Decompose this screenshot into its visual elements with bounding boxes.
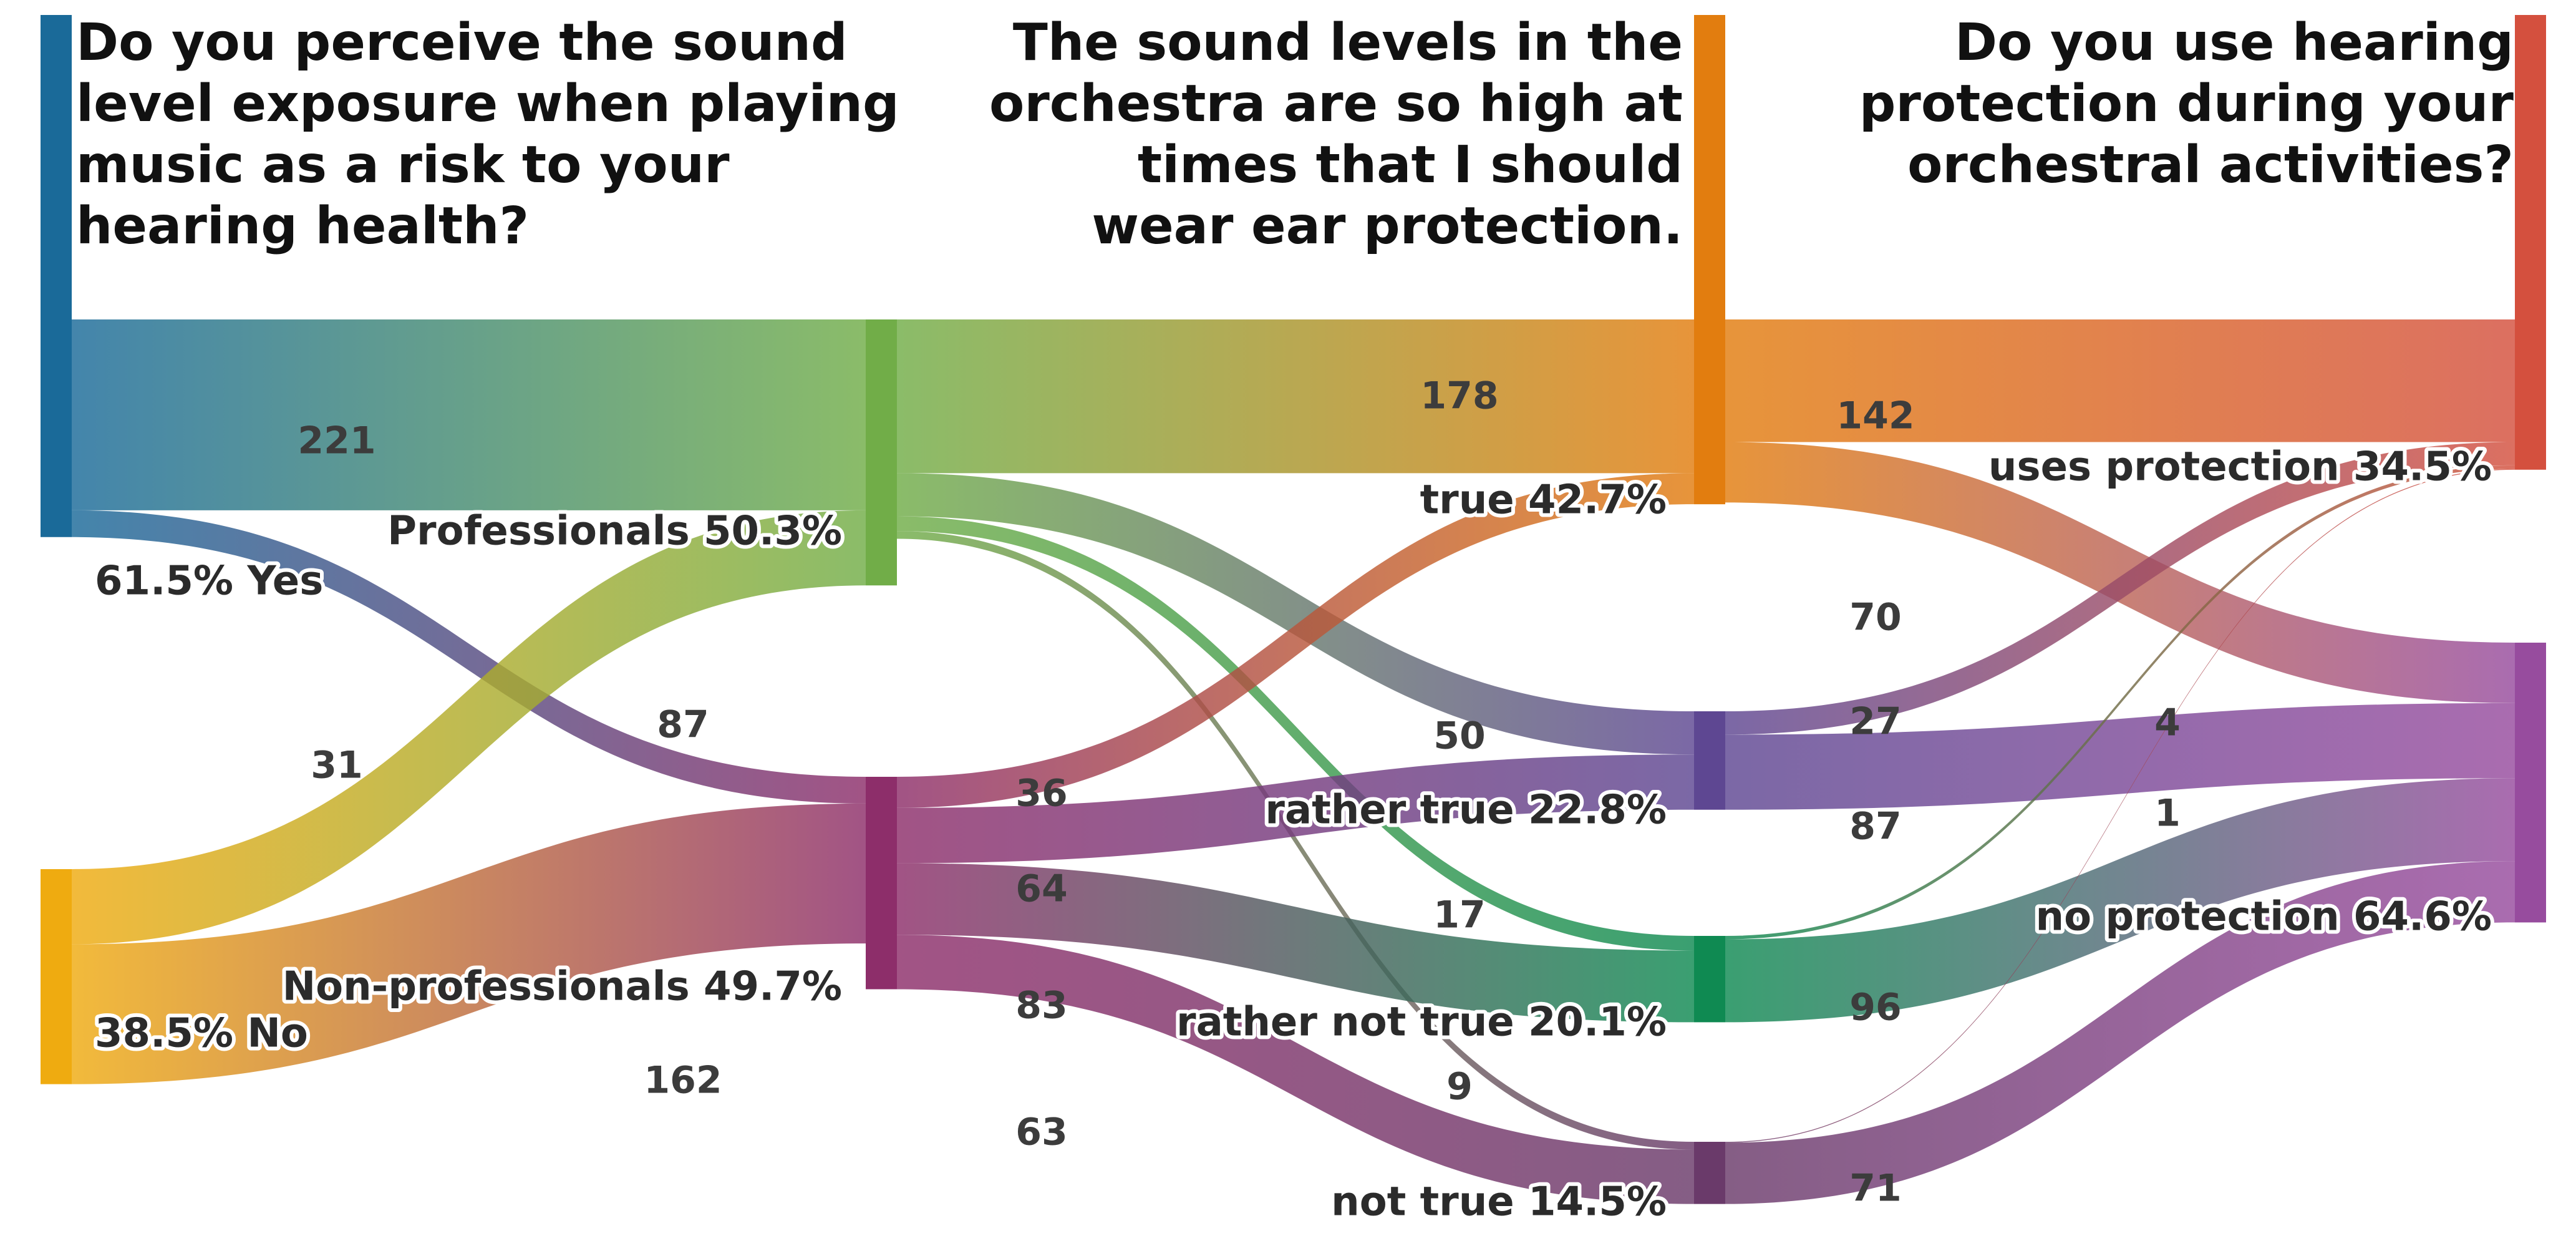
title-accent-bar-col3 (1694, 15, 1725, 319)
title-line: orchestra are so high at (989, 74, 1683, 134)
node-label-yes: 61.5% Yes (95, 558, 323, 605)
title-line: wear ear protection. (1092, 197, 1683, 256)
sankey-flow-labels: 221 31 87 162 178 50 17 9 36 64 83 63 142 70 27 87 4 96 1 7… (298, 374, 2181, 1210)
flow-value-label: 70 (1849, 596, 1902, 640)
flow-link-nonpro-to-rnot (897, 863, 1694, 1023)
flow-value-label: 71 (1849, 1167, 1902, 1210)
flow-link-yes-to-pro (72, 319, 866, 510)
flow-link-nonpro-to-rtrue (897, 754, 1694, 864)
node-bar-true (1694, 319, 1725, 505)
node-bar-rnot (1694, 936, 1725, 1023)
flow-link-rnot-to-noprot (1725, 778, 2515, 1023)
flow-link-rtrue-to-noprot (1725, 703, 2515, 810)
flow-value-label: 83 (1015, 984, 1068, 1028)
flow-value-label: 221 (298, 419, 375, 463)
node-label-noprot: no protection 64.6% (2036, 894, 2492, 940)
flow-link-yes-to-nonpro (72, 510, 866, 804)
sankey-node-labels: 61.5% Yes 38.5% No Professionals 50.3% Non-… (91, 440, 2496, 1229)
question-title-sound-levels: The sound levels in the orchestra are so… (989, 12, 1683, 257)
node-bar-nonpro (866, 777, 897, 990)
flow-value-label: 1 (2154, 792, 2181, 835)
question-title-risk-perception: Do you perceive the sound level exposure… (76, 12, 899, 257)
title-line: Do you use hearing (1955, 13, 2514, 72)
flow-link-pro-to-not (897, 531, 1694, 1150)
node-label-pro: Professionals 50.3% (387, 509, 842, 555)
title-line: times that I should (1137, 135, 1683, 195)
title-line: level exposure when playing (76, 74, 899, 134)
flow-link-pro-to-rnot (897, 516, 1694, 951)
sankey-nodes (41, 15, 2546, 1204)
node-label-uses: uses protection 34.5% (1988, 444, 2492, 490)
node-label-not: not true 14.5% (1331, 1179, 1667, 1225)
title-line: music as a risk to your (76, 135, 730, 195)
flow-value-label: 87 (1849, 805, 1902, 849)
node-bar-uses (2515, 319, 2546, 470)
title-accent-bar-col1 (41, 15, 72, 319)
flow-value-label: 31 (311, 744, 363, 787)
title-line: hearing health? (76, 197, 530, 256)
flow-value-label: 17 (1433, 893, 1486, 937)
title-line: The sound levels in the (1012, 13, 1683, 72)
node-bar-no (41, 869, 72, 1084)
flow-link-pro-to-rtrue (897, 473, 1694, 755)
title-line: Do you perceive the sound (76, 13, 848, 72)
flow-link-nonpro-to-not (897, 935, 1694, 1204)
flow-link-nonpro-to-true (897, 473, 1694, 808)
flow-value-label: 63 (1015, 1111, 1068, 1154)
title-line: protection during your (1859, 74, 2514, 134)
flow-link-no-to-nonpro (72, 803, 866, 1084)
question-title-hearing-protection: Do you use hearing protection during you… (1859, 12, 2514, 196)
flow-value-label: 178 (1420, 374, 1498, 418)
node-label-nonpro: Non-professionals 49.7% (283, 964, 842, 1010)
flow-value-label: 27 (1849, 700, 1902, 744)
flow-link-not-to-noprot (1725, 861, 2515, 1204)
flow-link-true-to-uses (1725, 319, 2515, 442)
flow-value-label: 96 (1849, 986, 1902, 1029)
flow-value-label: 9 (1446, 1065, 1473, 1109)
node-bar-yes (41, 319, 72, 537)
node-bar-rtrue (1694, 711, 1725, 810)
node-label-rnot: rather not true 20.1% (1176, 1000, 1667, 1046)
flow-value-label: 64 (1015, 867, 1068, 911)
node-bar-not (1694, 1142, 1725, 1204)
flow-value-label: 162 (644, 1059, 722, 1102)
node-label-rtrue: rather true 22.8% (1265, 787, 1667, 834)
flow-link-no-to-pro (72, 510, 866, 945)
node-bar-noprot (2515, 643, 2546, 923)
title-accent-bar-col4 (2515, 15, 2546, 319)
flow-link-pro-to-true (897, 319, 1694, 474)
node-label-no: 38.5% No (95, 1011, 308, 1057)
flow-value-label: 36 (1015, 772, 1068, 815)
flow-link-rtrue-to-uses (1725, 442, 2515, 735)
title-line: orchestral activities? (1907, 135, 2514, 195)
flow-value-label: 87 (657, 703, 709, 747)
flow-value-label: 142 (1836, 394, 1914, 438)
flow-value-label: 50 (1433, 714, 1486, 758)
sankey-links (72, 319, 2515, 1204)
node-label-true: true 42.7% (1420, 477, 1667, 523)
node-bar-pro (866, 319, 897, 586)
flow-link-rnot-to-uses (1725, 465, 2515, 940)
flow-link-true-to-noprot (1725, 442, 2515, 703)
flow-value-label: 4 (2154, 701, 2181, 745)
flow-link-not-to-uses (1725, 469, 2515, 1143)
